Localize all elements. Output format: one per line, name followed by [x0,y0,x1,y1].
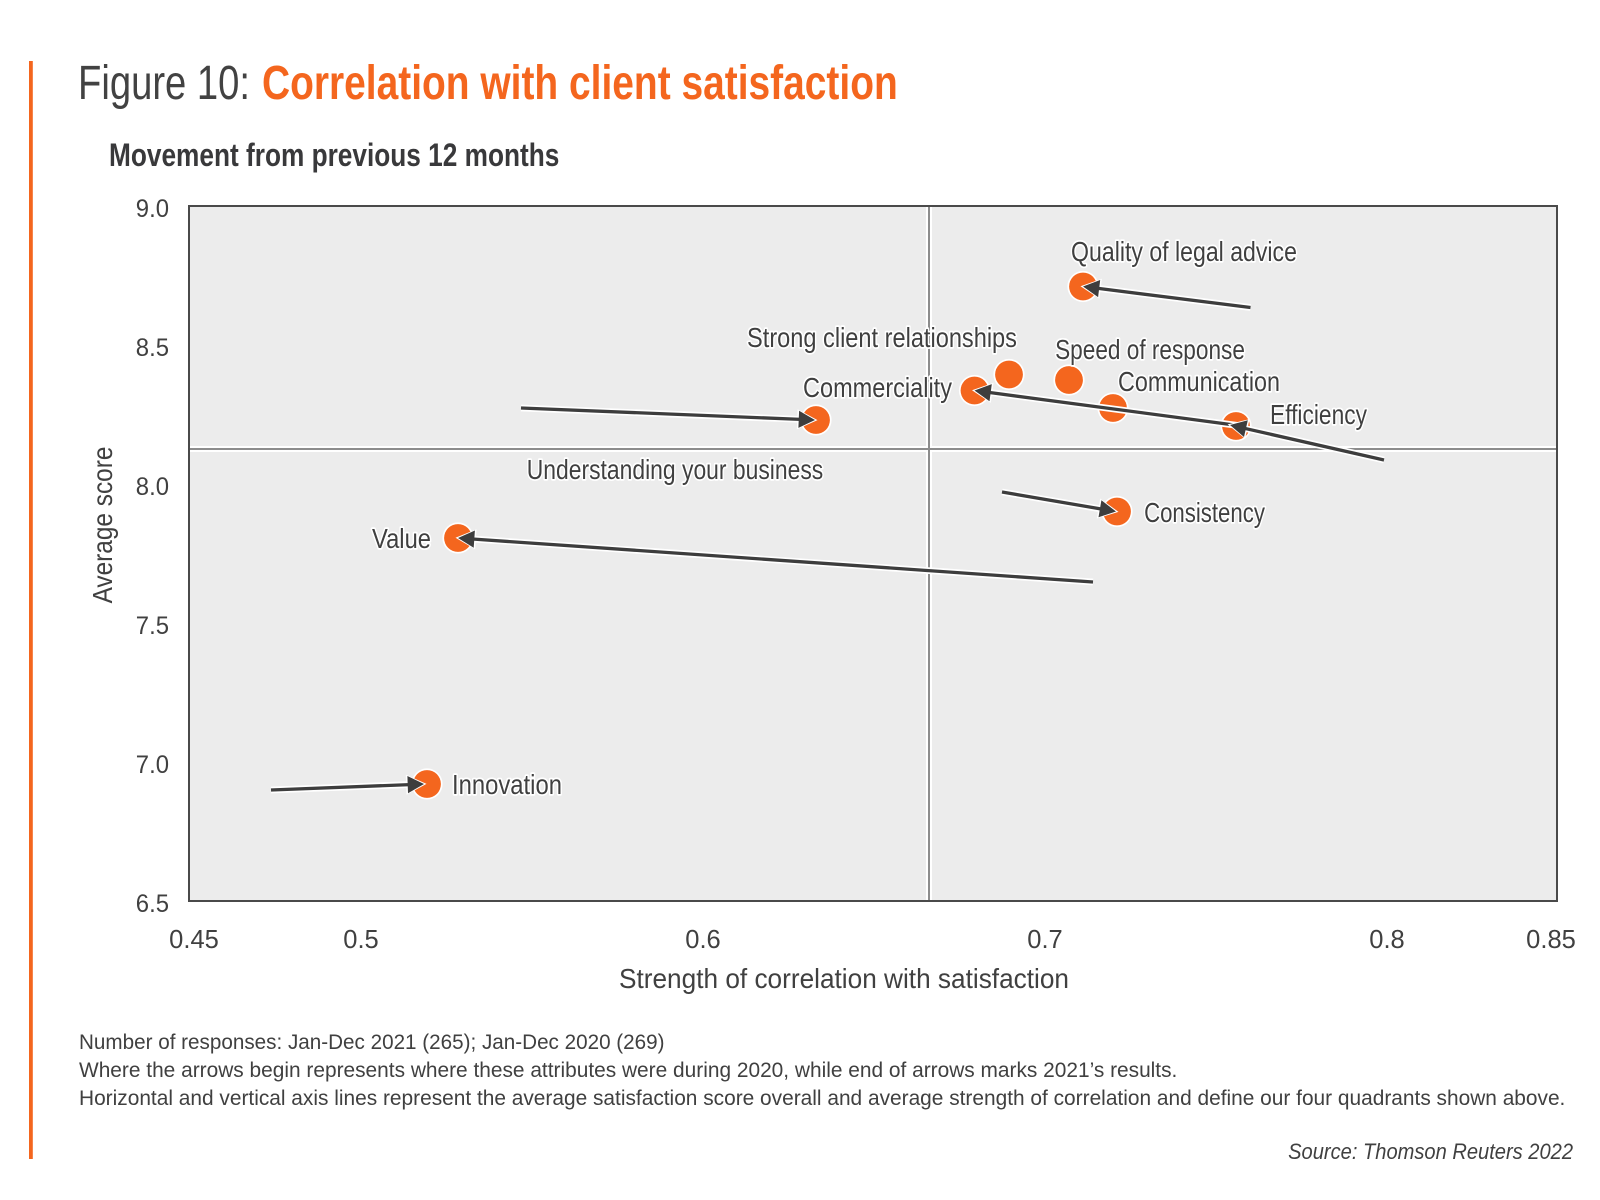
svg-text:0.7: 0.7 [1027,926,1062,954]
svg-text:7.0: 7.0 [136,752,169,780]
svg-text:Strong client relationships: Strong client relationships [747,323,1017,353]
svg-text:Source: Thomson Reuters 2022: Source: Thomson Reuters 2022 [1288,1140,1573,1164]
svg-text:Communication: Communication [1118,367,1280,397]
svg-text:7.5: 7.5 [136,613,169,641]
svg-text:0.85: 0.85 [1526,926,1576,954]
svg-text:0.45: 0.45 [169,926,219,954]
svg-text:Movement from previous 12 mont: Movement from previous 12 months [109,139,559,174]
svg-text:Figure 10:: Figure 10: [78,57,250,110]
svg-text:8.5: 8.5 [136,335,169,363]
svg-text:Speed of response: Speed of response [1055,335,1245,366]
svg-text:Correlation with client satisf: Correlation with client satisfaction [262,56,898,110]
svg-text:6.5: 6.5 [136,891,169,919]
svg-text:Quality of legal advice: Quality of legal advice [1071,237,1297,268]
svg-text:Commerciality: Commerciality [803,373,952,403]
svg-text:Strength of correlation with s: Strength of correlation with satisfactio… [619,962,1069,994]
svg-text:9.0: 9.0 [136,196,169,224]
svg-text:Efficiency: Efficiency [1270,400,1367,431]
svg-text:Value: Value [372,524,431,554]
svg-text:0.8: 0.8 [1369,926,1404,954]
svg-text:0.5: 0.5 [343,926,378,954]
svg-text:8.0: 8.0 [136,474,169,502]
svg-text:Number of responses: Jan-Dec 2: Number of responses: Jan-Dec 2021 (265);… [79,1031,665,1054]
svg-text:Understanding your business: Understanding your business [527,455,823,486]
svg-text:Where the arrows begin represe: Where the arrows begin represents where … [79,1059,1177,1082]
svg-text:0.6: 0.6 [685,926,720,954]
svg-text:Consistency: Consistency [1144,498,1265,529]
svg-text:Horizontal and vertical axis l: Horizontal and vertical axis lines repre… [79,1087,1565,1110]
svg-text:Innovation: Innovation [452,768,562,800]
svg-text:Average score: Average score [86,447,118,604]
